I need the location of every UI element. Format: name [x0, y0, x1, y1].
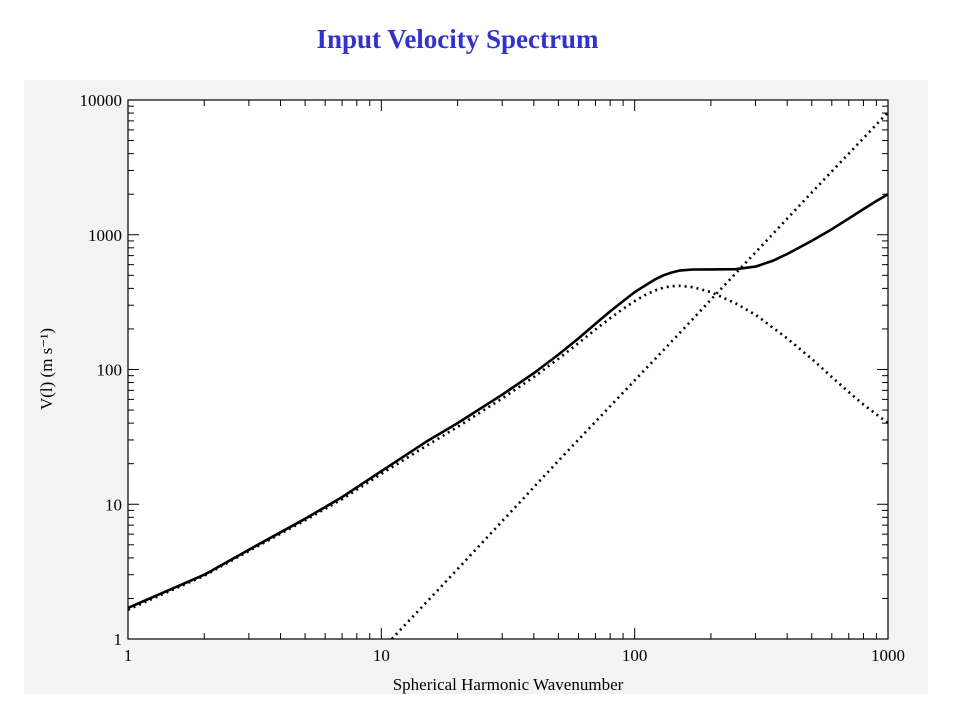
axis-tick-labels: 1 10 100 1000 1 10 100 1000 10000 — [80, 91, 906, 665]
y-tick-label: 1000 — [88, 226, 122, 245]
series-line-2 — [128, 284, 888, 611]
x-tick-label: 1 — [124, 646, 133, 665]
chart-title: Input Velocity Spectrum — [316, 24, 599, 54]
axis-ticks — [127, 100, 889, 640]
x-tick-label: 100 — [622, 646, 648, 665]
y-tick-label: 10 — [105, 495, 122, 514]
series-line-3 — [390, 111, 888, 639]
y-axis-label: V(l) (m s⁻¹) — [37, 328, 56, 410]
x-tick-label: 10 — [373, 646, 390, 665]
x-axis-label: Spherical Harmonic Wavenumber — [393, 675, 624, 694]
series-line-1 — [128, 193, 888, 610]
y-tick-label: 10000 — [80, 91, 123, 110]
x-tick-label: 1000 — [871, 646, 905, 665]
plot-area — [127, 99, 889, 640]
data-series — [128, 111, 888, 639]
y-tick-label: 1 — [114, 630, 123, 649]
y-tick-label: 100 — [97, 361, 123, 380]
